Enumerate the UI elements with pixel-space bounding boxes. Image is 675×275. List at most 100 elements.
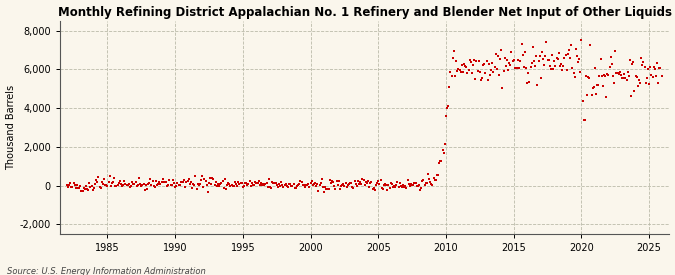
Point: [280, 181, 291, 186]
Point: [585, 43, 596, 47]
Point: [580, 73, 591, 78]
Point: [557, 68, 568, 72]
Point: [313, 188, 324, 193]
Point: [421, 181, 432, 185]
Point: [638, 60, 649, 64]
Point: [618, 76, 628, 80]
Point: [550, 64, 561, 68]
Point: [352, 184, 362, 189]
Point: [189, 183, 200, 187]
Point: [347, 185, 358, 190]
Point: [75, 184, 86, 188]
Point: [407, 183, 418, 187]
Point: [641, 76, 652, 80]
Point: [218, 186, 229, 190]
Point: [389, 184, 400, 188]
Point: [541, 40, 552, 44]
Point: [604, 65, 615, 70]
Point: [480, 70, 491, 75]
Point: [325, 180, 336, 185]
Point: [655, 66, 666, 70]
Point: [589, 85, 599, 89]
Point: [250, 180, 261, 184]
Point: [634, 81, 645, 85]
Point: [127, 180, 138, 185]
Point: [82, 186, 92, 191]
Point: [624, 58, 635, 62]
Point: [86, 184, 97, 189]
Point: [156, 180, 167, 184]
Point: [159, 180, 170, 184]
Point: [606, 61, 617, 66]
Point: [152, 183, 163, 187]
Point: [159, 180, 169, 184]
Point: [545, 64, 556, 68]
Point: [547, 52, 558, 57]
Point: [485, 73, 495, 78]
Title: Monthly Refining District Appalachian No. 1 Refinery and Blender Net Input of Ot: Monthly Refining District Appalachian No…: [58, 6, 672, 18]
Point: [90, 182, 101, 186]
Point: [117, 184, 128, 188]
Point: [656, 73, 667, 78]
Point: [594, 74, 605, 78]
Point: [382, 188, 393, 192]
Point: [411, 184, 422, 188]
Point: [416, 186, 427, 191]
Point: [138, 182, 149, 186]
Point: [254, 182, 265, 187]
Point: [196, 178, 207, 182]
Point: [332, 183, 343, 187]
Point: [542, 58, 553, 62]
Point: [333, 179, 344, 184]
Point: [327, 179, 338, 183]
Point: [493, 72, 504, 77]
Point: [558, 64, 569, 68]
Point: [427, 183, 438, 188]
Point: [330, 187, 341, 191]
Point: [614, 71, 624, 76]
Point: [431, 178, 441, 183]
Point: [246, 181, 257, 185]
Point: [387, 185, 398, 189]
Point: [508, 58, 519, 63]
Point: [389, 185, 400, 189]
Point: [78, 186, 89, 190]
Point: [433, 173, 443, 177]
Point: [647, 75, 658, 79]
Point: [404, 182, 414, 187]
Point: [362, 181, 373, 185]
Point: [500, 64, 511, 68]
Point: [491, 67, 502, 72]
Point: [458, 70, 468, 74]
Point: [310, 183, 321, 188]
Point: [525, 65, 536, 69]
Point: [310, 181, 321, 185]
Point: [174, 183, 185, 188]
Point: [270, 181, 281, 185]
Point: [165, 183, 176, 187]
Point: [554, 51, 564, 55]
Point: [80, 184, 91, 188]
Point: [533, 59, 544, 64]
Point: [506, 50, 517, 54]
Point: [369, 185, 379, 190]
Point: [70, 183, 80, 187]
Point: [348, 186, 359, 191]
Point: [328, 179, 339, 184]
Point: [622, 70, 633, 75]
Point: [381, 183, 392, 187]
Point: [137, 183, 148, 188]
Point: [84, 181, 95, 185]
Point: [634, 78, 645, 82]
Point: [419, 183, 430, 187]
Point: [207, 176, 218, 181]
Point: [113, 180, 124, 185]
Point: [331, 179, 342, 183]
Point: [379, 183, 389, 187]
Point: [224, 182, 235, 186]
Point: [227, 184, 238, 188]
Point: [406, 182, 416, 186]
Point: [176, 180, 186, 184]
Point: [147, 179, 158, 183]
Point: [109, 176, 119, 180]
